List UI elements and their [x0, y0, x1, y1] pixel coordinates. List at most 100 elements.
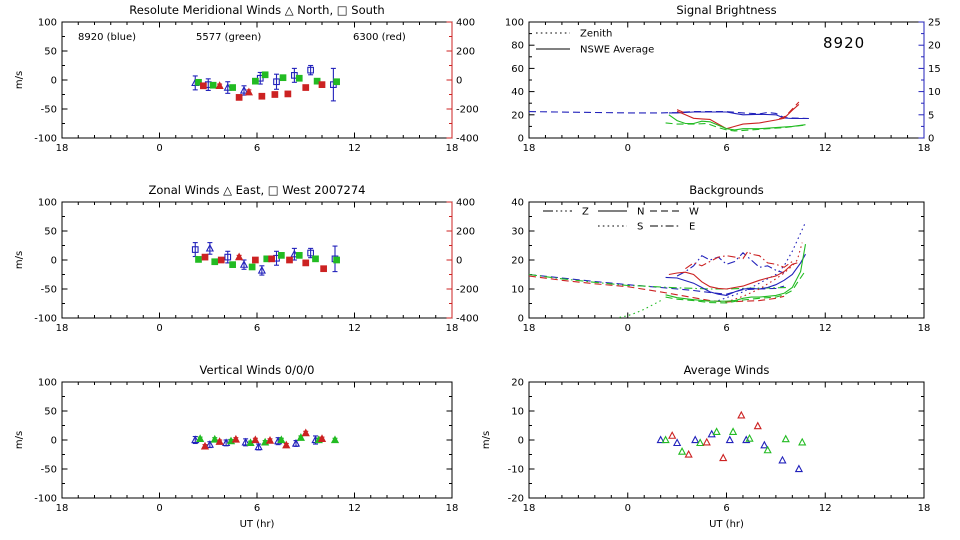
panel-signal-brightness: 18 0 6 12 18 0 20 40 60 80 100 0 5 10 15 20 25 Signal Bri… — [480, 0, 960, 180]
y-tick-label: 10 — [511, 407, 524, 418]
legend-item-W: W — [650, 207, 699, 218]
panel-title: Signal Brightness — [676, 3, 776, 17]
right-axis — [446, 21, 453, 139]
x-tick-label: 12 — [819, 323, 832, 334]
right-tick-label: 400 — [456, 18, 475, 29]
y-tick-label: 0 — [518, 436, 524, 447]
series-8920-nswe — [668, 111, 809, 120]
series-blue-N — [665, 253, 806, 296]
x-axis-label: UT (hr) — [709, 519, 744, 530]
series-5577 — [195, 71, 340, 91]
axes-box — [528, 381, 925, 499]
right-tick-label: 20 — [928, 41, 941, 52]
series-8920-zenith — [528, 111, 809, 120]
x-tick-label: 18 — [56, 323, 69, 334]
y-axis-label: m/s — [481, 431, 492, 449]
right-tick-label: 15 — [928, 64, 941, 75]
right-tick-label: 10 — [928, 87, 941, 98]
legend-item-S: S — [598, 222, 643, 233]
right-tick-label: -400 — [456, 314, 479, 325]
y-tick-label: 50 — [44, 227, 57, 238]
panel-zonal-winds: 18061218-100-50050100-400-20002004006300… — [0, 180, 480, 360]
y-axis-label: m/s — [14, 71, 25, 89]
zonal-winds-chart: 18061218-100-50050100-400-20002004006300… — [14, 183, 479, 334]
y-tick-label: 80 — [511, 41, 524, 52]
series-red-S — [726, 242, 803, 303]
x-axis-label: UT (hr) — [240, 519, 275, 530]
x-tick-label: 6 — [254, 503, 260, 514]
legend-label: Z — [582, 207, 589, 218]
y-tick-label: -100 — [34, 134, 57, 145]
panel-title: Average Winds — [684, 363, 770, 377]
x-tick-label: 18 — [446, 143, 459, 154]
x-tick-label: 0 — [156, 323, 162, 334]
series-green-N — [665, 244, 807, 302]
series-8920 — [656, 429, 804, 473]
legend-item-Zenith: Zenith — [536, 29, 612, 40]
legend-item-NSWE Average: NSWE Average — [536, 45, 654, 56]
x-tick-label: 0 — [156, 503, 162, 514]
y-tick-label: 100 — [38, 198, 57, 209]
y-tick-label: 0 — [518, 314, 524, 325]
series-5577-nswe — [668, 114, 806, 131]
x-tick-label: 18 — [56, 503, 69, 514]
x-tick-label: 18 — [918, 503, 931, 514]
right-tick-label: -200 — [456, 105, 479, 116]
series-blue-S — [718, 222, 807, 302]
series-red-E — [685, 250, 793, 270]
right-tick-label: 400 — [456, 198, 475, 209]
x-tick-label: 12 — [819, 143, 832, 154]
series-6300 — [668, 410, 762, 462]
x-tick-label: 0 — [625, 323, 631, 334]
y-tick-label: -50 — [41, 465, 57, 476]
right-tick-label: -400 — [456, 134, 479, 145]
x-tick-label: 18 — [523, 503, 536, 514]
right-tick-label: 0 — [456, 76, 462, 87]
axes-box — [61, 381, 453, 499]
legend-label: E — [689, 222, 695, 233]
legend-label: N — [637, 207, 644, 218]
annotation-8920-blue-: 8920 (blue) — [78, 32, 136, 43]
panel-title: Zonal Winds △ East, □ West 2007274 — [149, 183, 366, 197]
series-5577 — [661, 427, 807, 455]
panel-title: Vertical Winds 0/0/0 — [200, 363, 315, 377]
y-tick-label: -50 — [41, 285, 57, 296]
y-tick-label: 20 — [511, 110, 524, 121]
x-tick-label: 18 — [446, 503, 459, 514]
series-5577-zenith — [665, 122, 804, 132]
x-tick-label: 12 — [348, 143, 361, 154]
y-tick-label: 0 — [51, 436, 57, 447]
y-tick-label: 60 — [511, 64, 524, 75]
right-tick-label: 0 — [928, 134, 934, 145]
y-tick-label: 40 — [511, 87, 524, 98]
panel-vertical-winds: 18 0 6 12 18 -100 -50 0 50 100 Vertical Winds 0/0/… — [0, 360, 480, 540]
x-tick-label: 18 — [523, 323, 536, 334]
annotation-6300-red-: 6300 (red) — [353, 32, 406, 43]
y-tick-label: -20 — [508, 494, 524, 505]
legend-item-E: E — [650, 222, 695, 233]
legend-item-N: N — [598, 207, 644, 218]
x-tick-label: 0 — [625, 503, 631, 514]
x-tick-label: 6 — [723, 143, 729, 154]
y-tick-label: 0 — [51, 256, 57, 267]
y-tick-label: 50 — [44, 407, 57, 418]
x-tick-label: 18 — [918, 323, 931, 334]
legend-label: NSWE Average — [580, 45, 654, 56]
y-axis-label: m/s — [14, 251, 25, 269]
annotation-5577-green-: 5577 (green) — [196, 32, 261, 43]
x-tick-label: 6 — [254, 323, 260, 334]
right-tick-label: 200 — [456, 227, 475, 238]
y-axis-label: m/s — [14, 431, 25, 449]
series-blue-W — [528, 273, 785, 295]
right-tick-label: -200 — [456, 285, 479, 296]
y-tick-label: 20 — [511, 256, 524, 267]
y-tick-label: 100 — [38, 378, 57, 389]
panel-meridional-winds: 18061218-100-50050100-400-20002004006300… — [0, 0, 480, 180]
panel-title: Resolute Meridional Winds △ North, □ Sou… — [129, 3, 384, 17]
series-red-W — [528, 275, 785, 303]
y-tick-label: -100 — [34, 314, 57, 325]
x-tick-label: 0 — [156, 143, 162, 154]
series-green-E — [528, 273, 788, 290]
